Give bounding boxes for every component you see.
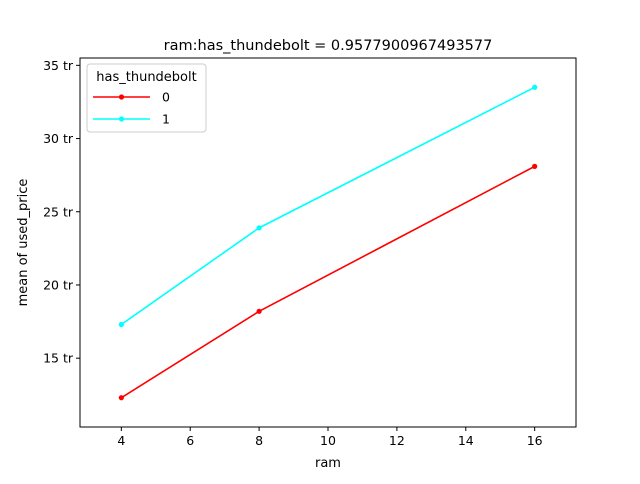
y-tick-label: 30 tr — [43, 131, 74, 146]
y-tick-label: 20 tr — [43, 277, 74, 292]
legend-label-1: 1 — [162, 112, 170, 127]
legend-marker-0 — [118, 94, 125, 100]
y-axis-ticks: 15 tr 20 tr 25 tr 30 tr 35 tr — [43, 58, 80, 366]
x-tick-label: 6 — [186, 433, 194, 448]
y-tick-label: 15 tr — [43, 351, 74, 366]
legend: has_thundebolt 01 — [86, 63, 207, 133]
legend-box — [86, 63, 207, 133]
x-tick-label: 10 — [320, 433, 336, 448]
chart-title: ram:has_thundebolt = 0.9577900967493577 — [164, 38, 493, 54]
y-tick-label: 25 tr — [43, 204, 74, 219]
x-tick-label: 14 — [458, 433, 474, 448]
data-point-series-0 — [532, 163, 538, 169]
data-point-series-0 — [118, 395, 124, 401]
y-axis-label: mean of used_price — [16, 179, 31, 307]
legend-marker-1 — [118, 116, 125, 122]
x-tick-label: 12 — [389, 433, 405, 448]
y-tick-label: 35 tr — [43, 58, 74, 73]
data-point-series-0 — [256, 308, 262, 314]
x-tick-label: 16 — [527, 433, 543, 448]
x-axis-ticks: 4 6 8 10 12 14 16 — [117, 427, 543, 448]
legend-label-0: 0 — [162, 90, 170, 105]
x-tick-label: 4 — [117, 433, 125, 448]
x-axis-label: ram — [315, 456, 341, 471]
series-layer — [118, 84, 538, 401]
data-point-series-1 — [532, 84, 538, 90]
legend-entries: 01 — [93, 90, 170, 127]
data-point-series-1 — [118, 321, 124, 328]
data-point-series-1 — [256, 225, 262, 231]
legend-title: has_thundebolt — [96, 70, 196, 85]
x-tick-label: 8 — [255, 433, 263, 448]
